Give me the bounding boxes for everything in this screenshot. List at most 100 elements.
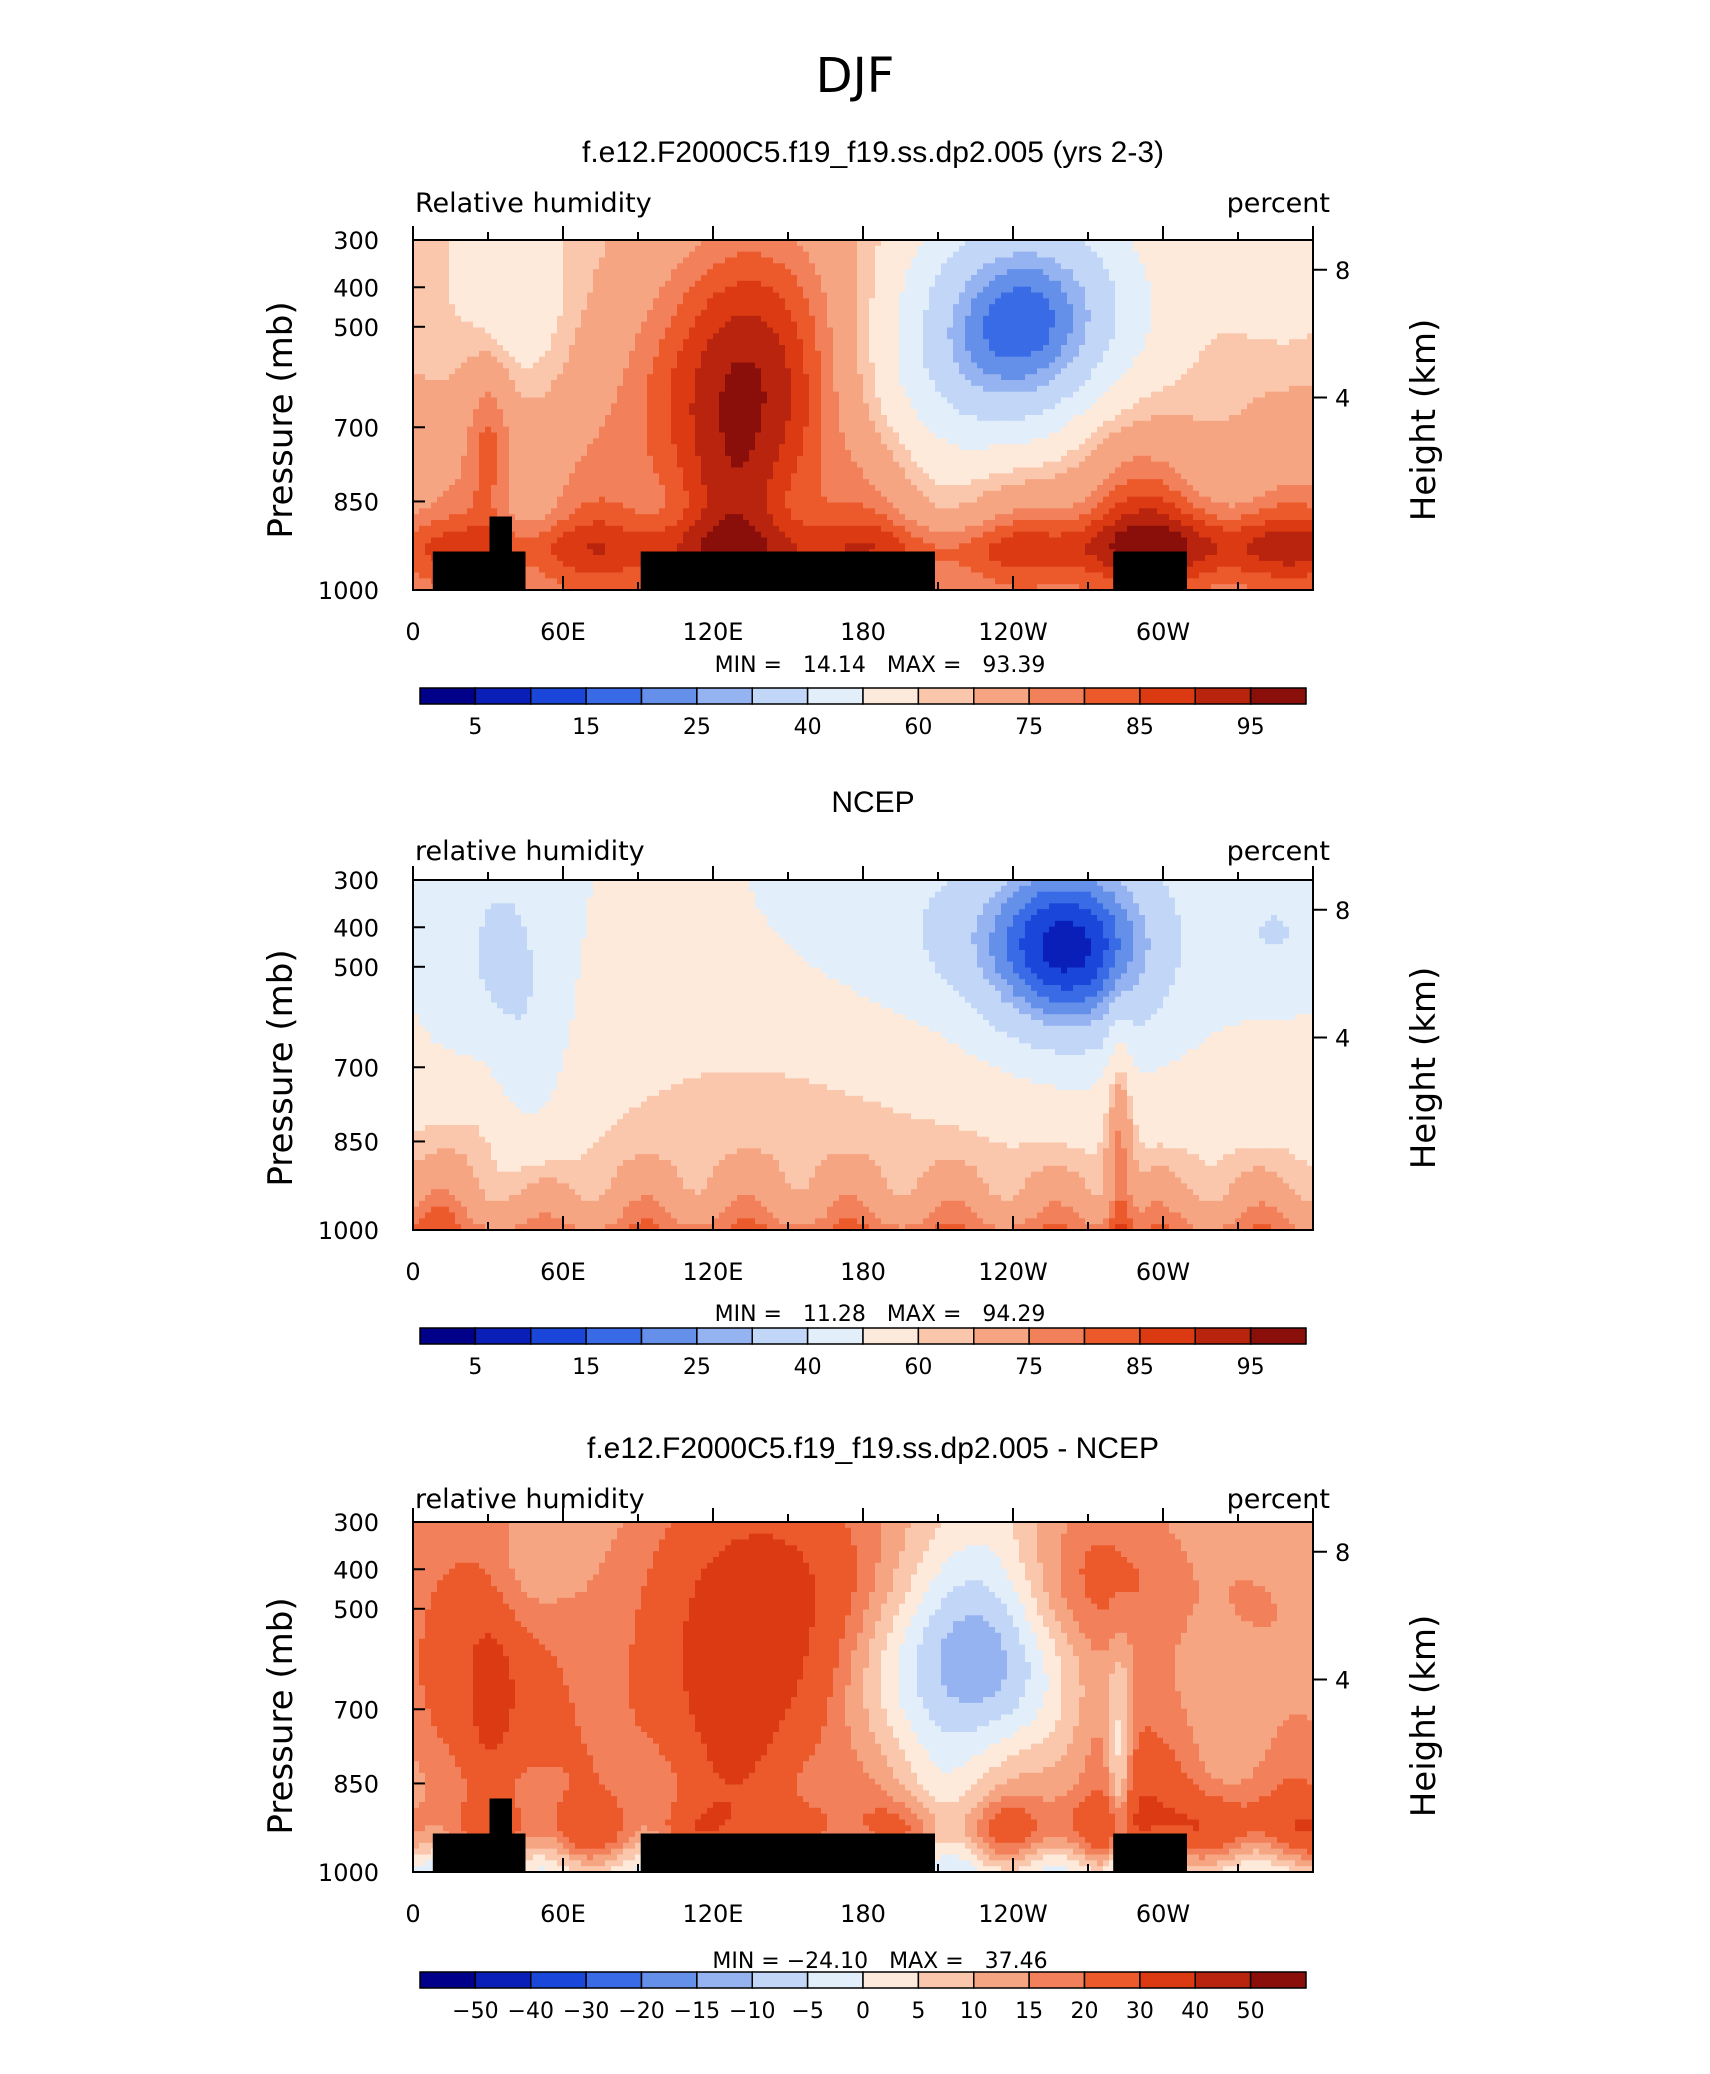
contour-cell (1229, 258, 1236, 264)
contour-cell (1127, 328, 1134, 334)
contour-cell (1241, 263, 1248, 269)
contour-cell (1091, 398, 1098, 404)
contour-cell (1151, 427, 1158, 433)
contour-cell (443, 345, 450, 351)
contour-cell (1247, 363, 1254, 369)
contour-cell (1205, 328, 1212, 334)
contour-cell (839, 415, 846, 421)
contour-cell (491, 287, 498, 293)
contour-cell (797, 421, 804, 427)
contour-cell (1235, 427, 1242, 433)
contour-cell (1247, 374, 1254, 380)
contour-cell (1169, 427, 1176, 433)
contour-cell (983, 328, 990, 334)
contour-cell (671, 409, 678, 415)
contour-cell (467, 258, 474, 264)
contour-cell (1199, 398, 1206, 404)
contour-cell (491, 427, 498, 433)
contour-cell (809, 380, 816, 386)
contour-cell (959, 304, 966, 310)
contour-cell (947, 293, 954, 299)
contour-cell (1097, 386, 1104, 392)
contour-cell (701, 415, 708, 421)
contour-cell (923, 304, 930, 310)
contour-cell (899, 293, 906, 299)
contour-cell (935, 403, 942, 409)
contour-cell (449, 298, 456, 304)
contour-cell (659, 398, 666, 404)
contour-cell (827, 333, 834, 339)
contour-cell (623, 287, 630, 293)
contour-cell (473, 351, 480, 357)
contour-cell (731, 298, 738, 304)
contour-cell (911, 374, 918, 380)
contour-cell (659, 263, 666, 269)
contour-cell (953, 310, 960, 316)
contour-cell (917, 415, 924, 421)
contour-cell (521, 363, 528, 369)
contour-cell (647, 287, 654, 293)
contour-cell (863, 398, 870, 404)
contour-cell (1193, 357, 1200, 363)
contour-cell (695, 415, 702, 421)
contour-cell (551, 433, 558, 439)
contour-cell (1139, 380, 1146, 386)
contour-cell (737, 339, 744, 345)
contour-cell (959, 298, 966, 304)
contour-cell (845, 281, 852, 287)
contour-cell (545, 333, 552, 339)
contour-cell (1277, 403, 1284, 409)
contour-cell (437, 351, 444, 357)
contour-cell (425, 357, 432, 363)
contour-cell (815, 287, 822, 293)
contour-cell (659, 304, 666, 310)
contour-cell (1031, 339, 1038, 345)
contour-cell (1151, 275, 1158, 281)
contour-cell (1091, 368, 1098, 374)
contour-cell (1067, 328, 1074, 334)
contour-cell (1115, 380, 1122, 386)
contour-cell (515, 433, 522, 439)
contour-cell (971, 304, 978, 310)
contour-cell (1007, 298, 1014, 304)
contour-cell (1217, 287, 1224, 293)
contour-cell (1067, 351, 1074, 357)
contour-cell (797, 403, 804, 409)
contour-cell (689, 339, 696, 345)
contour-cell (485, 415, 492, 421)
contour-cell (881, 316, 888, 322)
contour-cell (983, 258, 990, 264)
contour-cell (1211, 403, 1218, 409)
contour-cell (641, 345, 648, 351)
contour-cell (1013, 427, 1020, 433)
contour-cell (449, 304, 456, 310)
contour-cell (863, 345, 870, 351)
contour-cell (461, 287, 468, 293)
contour-cell (1181, 345, 1188, 351)
contour-cell (1133, 374, 1140, 380)
contour-cell (1253, 427, 1260, 433)
contour-cell (539, 252, 546, 258)
contour-cell (623, 304, 630, 310)
contour-cell (791, 363, 798, 369)
contour-cell (1205, 345, 1212, 351)
contour-cell (989, 328, 996, 334)
contour-cell (677, 427, 684, 433)
contour-cell (527, 433, 534, 439)
contour-cell (1229, 287, 1236, 293)
contour-cell (815, 363, 822, 369)
contour-cell (611, 409, 618, 415)
contour-cell (911, 357, 918, 363)
contour-cell (875, 310, 882, 316)
contour-cell (1007, 415, 1014, 421)
contour-cell (659, 252, 666, 258)
contour-cell (629, 322, 636, 328)
contour-cell (431, 363, 438, 369)
contour-cell (743, 345, 750, 351)
contour-cell (689, 298, 696, 304)
contour-cell (959, 345, 966, 351)
contour-cell (527, 304, 534, 310)
contour-cell (503, 386, 510, 392)
contour-cell (977, 368, 984, 374)
contour-cell (1169, 252, 1176, 258)
